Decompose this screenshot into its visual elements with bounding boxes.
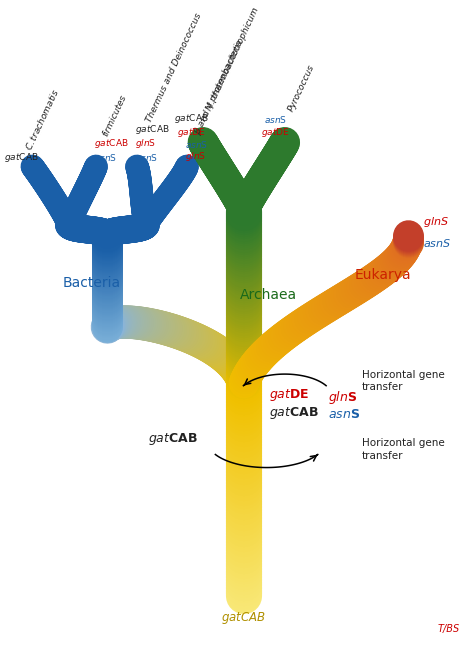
Text: Bacteria: Bacteria [63, 276, 120, 290]
Text: $\it{gat}$CAB: $\it{gat}$CAB [221, 610, 266, 626]
Text: $\it{asn}$S: $\it{asn}$S [135, 152, 158, 163]
Text: $\it{gat}$CAB: $\it{gat}$CAB [174, 113, 209, 126]
Text: T/BS: T/BS [438, 624, 460, 634]
Text: $\it{gln}$S: $\it{gln}$S [185, 150, 206, 163]
Text: Pyrococcus: Pyrococcus [287, 63, 317, 113]
Text: Horizontal gene
transfer: Horizontal gene transfer [362, 438, 445, 461]
Text: firmicutes: firmicutes [101, 93, 129, 138]
Text: $\it{gln}$S: $\it{gln}$S [328, 389, 357, 406]
Text: M. thermoautotrophicum: M. thermoautotrophicum [205, 6, 261, 112]
Text: $\it{gat}$CAB: $\it{gat}$CAB [148, 432, 198, 448]
Text: $\it{gln}$S: $\it{gln}$S [135, 137, 156, 149]
Text: $\it{asn}$S: $\it{asn}$S [264, 115, 287, 126]
Text: Eukarya: Eukarya [354, 268, 411, 282]
Text: $\it{asn}$S: $\it{asn}$S [185, 138, 208, 149]
Text: $\it{gat}$CAB: $\it{gat}$CAB [94, 137, 128, 149]
Text: $\it{asn}$S: $\it{asn}$S [423, 237, 452, 248]
Text: $\it{asn}$S: $\it{asn}$S [94, 152, 117, 163]
Text: $\it{gat}$CAB: $\it{gat}$CAB [135, 123, 169, 136]
Text: Archaea: Archaea [240, 288, 297, 302]
Text: Horizontal gene
transfer: Horizontal gene transfer [362, 370, 445, 393]
Text: $\it{gat}$DE: $\it{gat}$DE [269, 388, 310, 403]
Text: $\it{gat}$DE: $\it{gat}$DE [261, 126, 290, 139]
Text: $\it{gat}$DE: $\it{gat}$DE [177, 126, 206, 139]
Text: $\it{gat}$CAB: $\it{gat}$CAB [269, 405, 319, 421]
Text: $\beta$ and $\gamma$ proteobacteria: $\beta$ and $\gamma$ proteobacteria [191, 38, 247, 138]
Text: $\it{gln}$S: $\it{gln}$S [423, 215, 449, 228]
Text: Thermus and Deinococcus: Thermus and Deinococcus [145, 12, 204, 124]
Text: $\it{asn}$S: $\it{asn}$S [328, 408, 360, 421]
Text: $\it{gat}$CAB: $\it{gat}$CAB [4, 151, 38, 164]
Text: $C. trachomatis$: $C. trachomatis$ [23, 87, 62, 152]
